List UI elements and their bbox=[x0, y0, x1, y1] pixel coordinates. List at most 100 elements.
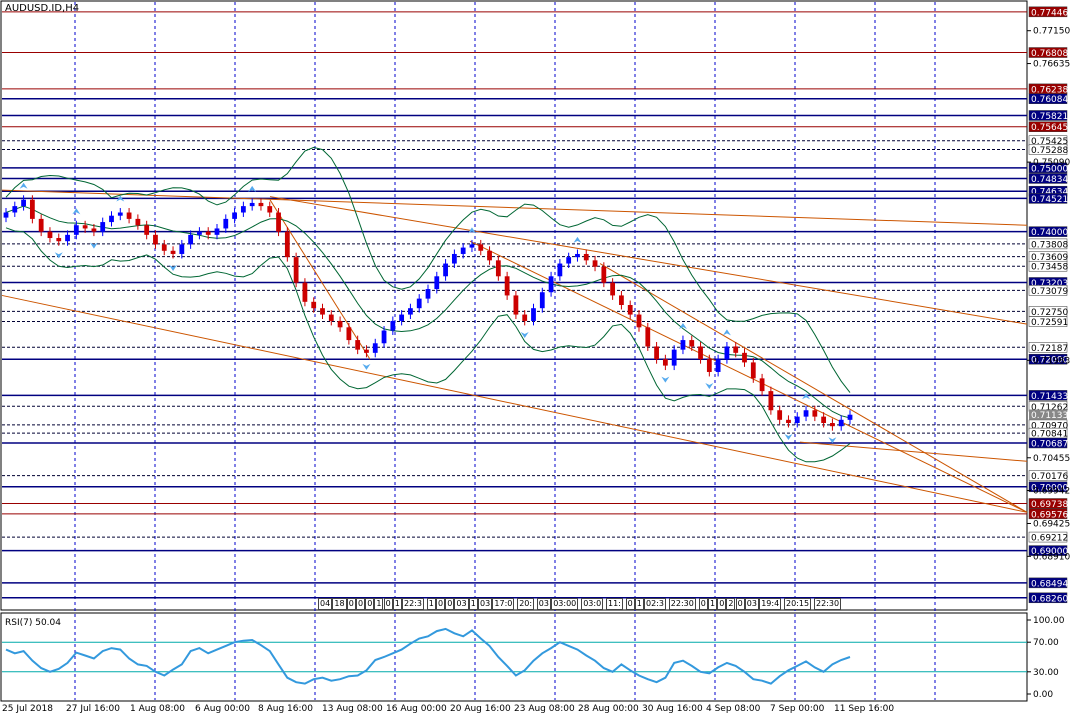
time-axis-label: 13 Aug 08:00 bbox=[322, 704, 383, 714]
price-tag bbox=[1028, 173, 1068, 184]
price-tag-label: 0.73458 bbox=[1031, 263, 1068, 273]
session-tag: 20: bbox=[517, 598, 535, 610]
candle-body bbox=[478, 244, 484, 251]
candle-body bbox=[337, 320, 343, 328]
candle-body bbox=[320, 308, 325, 315]
session-tag: 0 bbox=[445, 598, 455, 610]
candle-body bbox=[680, 340, 686, 350]
candle-body bbox=[328, 314, 334, 321]
session-tag: 0 bbox=[356, 598, 366, 610]
price-tag-label: 0.74000 bbox=[1031, 228, 1068, 238]
session-tag: 1 bbox=[426, 598, 436, 610]
fractal-down-icon bbox=[54, 252, 63, 259]
candle-body bbox=[346, 327, 352, 341]
price-tag-label: 0.73203 bbox=[1031, 279, 1068, 289]
candle-body bbox=[416, 298, 422, 309]
candle-body bbox=[214, 228, 220, 235]
price-tick-label: 0.76635 bbox=[1033, 60, 1070, 70]
price-tick-label: 0.68910 bbox=[1033, 552, 1070, 562]
price-tag-label: 0.74521 bbox=[1031, 195, 1068, 205]
grid bbox=[74, 2, 936, 700]
fractal-down-icon bbox=[362, 363, 371, 370]
candle-body bbox=[715, 359, 721, 372]
price-tag-label: 0.68494 bbox=[1031, 579, 1068, 589]
candle-body bbox=[830, 423, 835, 427]
candle-body bbox=[522, 314, 528, 321]
session-tag: 11: bbox=[606, 598, 623, 610]
price-tag bbox=[1028, 193, 1068, 204]
time-axis-label: 1 Aug 08:00 bbox=[130, 704, 185, 714]
candle-body bbox=[170, 250, 176, 254]
price-tag bbox=[1028, 470, 1068, 481]
candle-body bbox=[355, 340, 361, 350]
price-tag-label: 0.69576 bbox=[1031, 510, 1068, 520]
candle-body bbox=[460, 247, 466, 254]
candle-body bbox=[161, 244, 167, 251]
session-tag: 0 bbox=[346, 598, 356, 610]
candle-body bbox=[504, 276, 510, 296]
price-tick-label: 0.71983 bbox=[1033, 356, 1070, 366]
price-tick-label: 0.69425 bbox=[1033, 519, 1070, 529]
candle-body bbox=[610, 282, 616, 296]
fractal-down-icon bbox=[828, 437, 837, 444]
candle-body bbox=[662, 359, 668, 366]
price-tag bbox=[1028, 6, 1068, 18]
candle-body bbox=[126, 212, 132, 219]
rsi-line bbox=[5, 627, 851, 685]
price-tag bbox=[1028, 121, 1068, 132]
price-tag-label: 0.69212 bbox=[1031, 534, 1068, 544]
session-tag: 1 bbox=[634, 598, 644, 610]
time-axis-label: 8 Aug 16:00 bbox=[258, 704, 313, 714]
session-tag: 03 bbox=[454, 598, 469, 610]
price-tag bbox=[1028, 437, 1068, 449]
candle-body bbox=[768, 391, 774, 411]
time-axis-label: 20 Aug 16:00 bbox=[450, 704, 511, 714]
candle-body bbox=[706, 359, 712, 372]
candle-body bbox=[311, 301, 317, 309]
candle-body bbox=[408, 308, 413, 315]
price-tag-label: 0.73808 bbox=[1031, 240, 1068, 250]
candle-body bbox=[100, 222, 106, 232]
candle-body bbox=[364, 349, 369, 353]
candle-body bbox=[821, 416, 827, 424]
rsi-label: RSI(7) 50.04 bbox=[5, 618, 61, 628]
price-tag-label: 0.76808 bbox=[1031, 49, 1068, 59]
fractal-up-icon bbox=[573, 236, 582, 243]
trendline bbox=[599, 263, 1028, 513]
candle-body bbox=[38, 218, 44, 232]
candle-body bbox=[724, 346, 730, 360]
horizontal-levels bbox=[2, 11, 1027, 599]
price-tag-label: 0.72187 bbox=[1031, 344, 1068, 354]
candle-body bbox=[82, 225, 88, 229]
candle-body bbox=[21, 199, 26, 207]
candle-body bbox=[179, 244, 185, 254]
price-tag bbox=[1028, 498, 1068, 509]
candle-body bbox=[12, 206, 18, 213]
trendline bbox=[799, 441, 1028, 462]
candle-body bbox=[794, 416, 800, 424]
price-tag-label: 0.70176 bbox=[1031, 472, 1068, 482]
session-tag: 1 bbox=[468, 598, 478, 610]
candle-body bbox=[117, 212, 123, 216]
candle-body bbox=[698, 346, 703, 360]
candle-body bbox=[601, 266, 607, 283]
candle-body bbox=[495, 260, 501, 277]
candle-body bbox=[592, 260, 598, 267]
price-tag bbox=[1028, 342, 1068, 353]
time-axis-label: 28 Aug 00:00 bbox=[578, 704, 639, 714]
candle-body bbox=[671, 349, 677, 366]
price-tag-label: 0.72000 bbox=[1031, 356, 1068, 366]
candle-body bbox=[619, 295, 624, 305]
price-tick-label: 0.77150 bbox=[1033, 27, 1070, 37]
session-tag: 0 bbox=[735, 598, 745, 610]
session-tag: 0 bbox=[436, 598, 446, 610]
candle-body bbox=[188, 234, 194, 245]
price-tag-label: 0.70687 bbox=[1031, 439, 1068, 449]
session-tag: 22:3 bbox=[402, 598, 424, 610]
price-tag-label: 0.73609 bbox=[1031, 253, 1068, 263]
price-tag bbox=[1028, 508, 1068, 520]
candle-body bbox=[434, 276, 440, 290]
candle-body bbox=[548, 276, 554, 293]
